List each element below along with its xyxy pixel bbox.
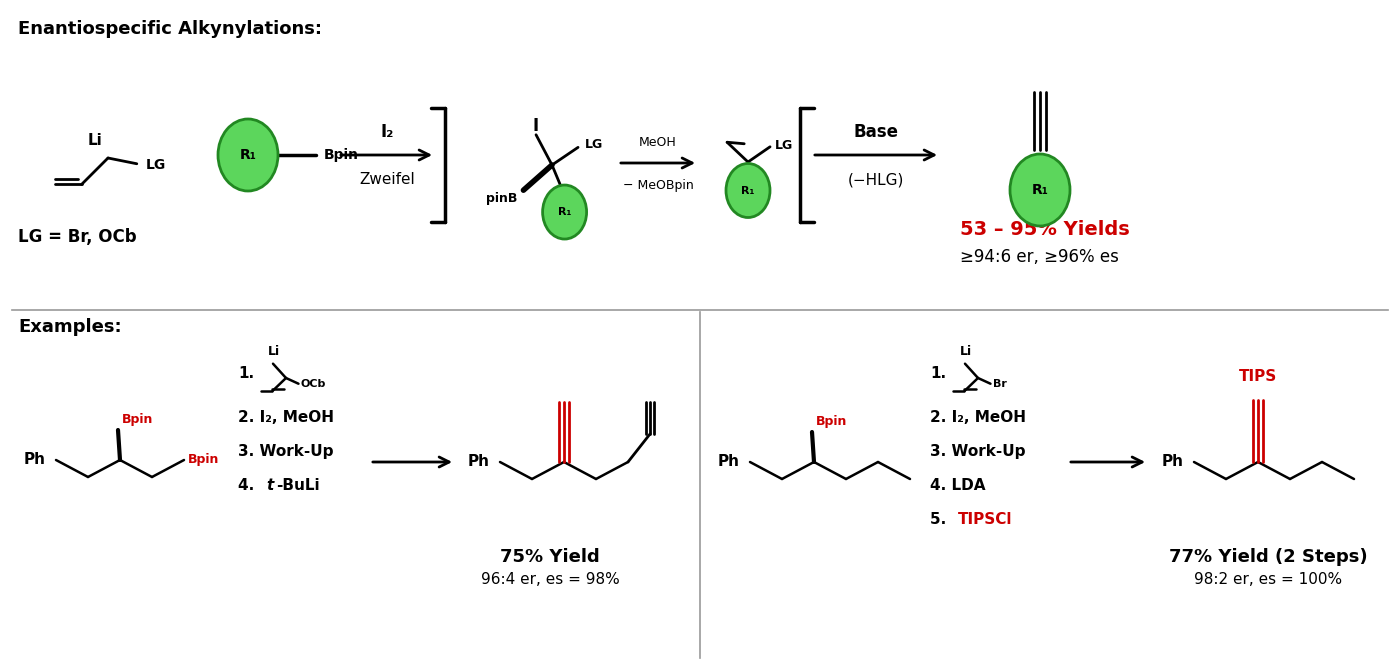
Text: LG = Br, OCb: LG = Br, OCb — [18, 228, 137, 246]
Text: Ph: Ph — [468, 455, 490, 469]
Text: I₂: I₂ — [381, 123, 393, 141]
Text: 1.: 1. — [930, 366, 946, 381]
Text: Bpin: Bpin — [188, 453, 220, 467]
Text: Bpin: Bpin — [323, 148, 358, 162]
Text: 98:2 er, es = 100%: 98:2 er, es = 100% — [1194, 572, 1343, 587]
Text: 3. Work-Up: 3. Work-Up — [930, 444, 1025, 459]
Text: Bpin: Bpin — [816, 415, 847, 428]
Ellipse shape — [543, 185, 587, 239]
Text: TIPS: TIPS — [1239, 369, 1277, 384]
Text: MeOH: MeOH — [640, 135, 676, 148]
Text: 4.: 4. — [238, 478, 259, 493]
Text: Zweifel: Zweifel — [360, 172, 414, 187]
Text: Ph: Ph — [718, 455, 741, 469]
Text: 5.: 5. — [930, 512, 952, 527]
Ellipse shape — [1009, 154, 1070, 226]
Text: Bpin: Bpin — [122, 413, 154, 426]
Text: pinB: pinB — [486, 192, 518, 205]
Ellipse shape — [727, 164, 770, 218]
Text: R₁: R₁ — [559, 207, 571, 217]
Text: Examples:: Examples: — [18, 318, 122, 336]
Text: -BuLi: -BuLi — [276, 478, 319, 493]
Text: TIPSCl: TIPSCl — [958, 512, 1012, 527]
Text: Li: Li — [87, 133, 102, 149]
Text: R₁: R₁ — [1032, 183, 1049, 197]
Text: LG: LG — [774, 139, 792, 152]
Text: 4. LDA: 4. LDA — [930, 478, 986, 493]
Text: OCb: OCb — [301, 379, 326, 389]
Text: R₁: R₁ — [742, 185, 755, 195]
Text: LG: LG — [585, 139, 603, 151]
Text: − MeOBpin: − MeOBpin — [623, 178, 693, 191]
Text: ≥94:6 er, ≥96% es: ≥94:6 er, ≥96% es — [960, 248, 1119, 266]
Text: R₁: R₁ — [239, 148, 256, 162]
Text: Base: Base — [854, 123, 899, 141]
Text: Enantiospecific Alkynylations:: Enantiospecific Alkynylations: — [18, 20, 322, 38]
Text: 96:4 er, es = 98%: 96:4 er, es = 98% — [480, 572, 619, 587]
Text: I: I — [533, 117, 539, 135]
Text: Ph: Ph — [24, 453, 46, 467]
Text: LG: LG — [146, 158, 165, 172]
Text: Li: Li — [959, 345, 972, 358]
Text: 77% Yield (2 Steps): 77% Yield (2 Steps) — [1169, 548, 1368, 566]
Text: Li: Li — [267, 345, 280, 358]
Text: t: t — [266, 478, 273, 493]
Text: 1.: 1. — [238, 366, 255, 381]
Text: Br: Br — [993, 379, 1007, 389]
Text: (−HLG): (−HLG) — [848, 172, 904, 187]
Text: 75% Yield: 75% Yield — [500, 548, 599, 566]
Text: 53 – 95% Yields: 53 – 95% Yields — [960, 220, 1130, 239]
Text: Ph: Ph — [1162, 455, 1184, 469]
Text: 2. I₂, MeOH: 2. I₂, MeOH — [930, 410, 1026, 425]
Text: 3. Work-Up: 3. Work-Up — [238, 444, 333, 459]
Text: 2. I₂, MeOH: 2. I₂, MeOH — [238, 410, 335, 425]
Ellipse shape — [218, 119, 279, 191]
